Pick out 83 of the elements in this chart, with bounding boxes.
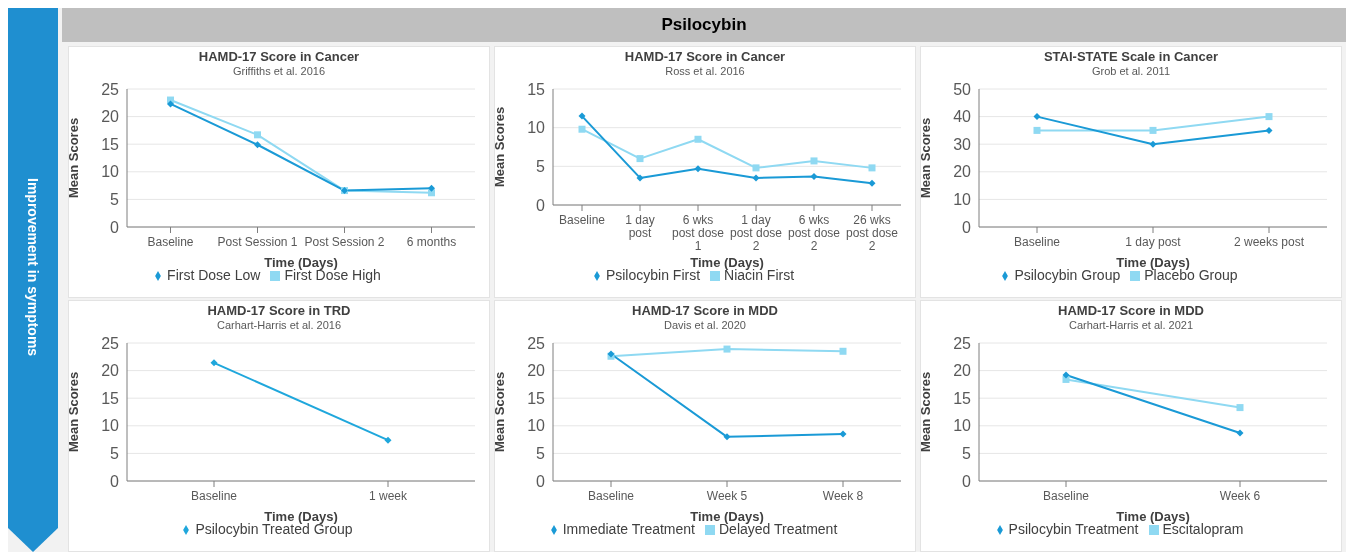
y-tick-label: 0 (536, 196, 546, 214)
x-tick-label: Baseline (587, 488, 635, 503)
x-tick-label: Week 5 (706, 488, 748, 503)
x-tick-label: Week 6 (1219, 488, 1261, 503)
x-tick-label: Post Session 1 (217, 234, 298, 249)
y-tick-label: 20 (953, 163, 972, 181)
legend-label: Psilocybin Group (1014, 267, 1121, 283)
y-tick-label: 15 (953, 389, 972, 407)
chart-title: HAMD-17 Score in MDD (631, 303, 779, 318)
y-tick-label: 0 (962, 218, 972, 236)
y-tick-label: 15 (101, 135, 120, 153)
chart-subtitle: Ross et al. 2016 (664, 65, 746, 77)
y-tick-label: 0 (536, 472, 546, 490)
y-tick-label: 10 (101, 417, 120, 435)
y-tick-label: 30 (953, 135, 972, 153)
y-axis-title: Mean Scores (65, 117, 81, 199)
chart-title: HAMD-17 Score in Cancer (623, 49, 787, 64)
y-axis-title: Mean Scores (917, 117, 933, 199)
y-axis-title: Mean Scores (65, 371, 81, 453)
y-tick-label: 20 (101, 362, 120, 380)
y-tick-label: 5 (962, 445, 972, 463)
chart-subtitle: Carhart-Harris et al. 2016 (215, 319, 343, 331)
legend-label: First Dose Low (167, 267, 261, 283)
y-tick-label: 5 (110, 191, 120, 209)
y-tick-label: 10 (527, 119, 546, 137)
chart-title: HAMD-17 Score in TRD (206, 303, 352, 318)
y-tick-label: 10 (101, 163, 120, 181)
x-tick-label: Baseline (190, 488, 238, 503)
x-tick-label: 6 wks post dose 2 (787, 212, 841, 253)
y-tick-label: 10 (953, 191, 972, 209)
x-axis-title: Time (Days) (690, 509, 764, 524)
y-tick-label: 0 (962, 472, 972, 490)
x-tick-label: Post Session 2 (304, 234, 385, 249)
x-axis-title: Time (Days) (1116, 255, 1190, 270)
x-tick-label: Baseline (558, 212, 606, 227)
x-tick-label: Week 8 (822, 488, 864, 503)
y-tick-label: 25 (527, 334, 546, 352)
x-axis-title: Time (Days) (690, 255, 764, 270)
y-tick-label: 25 (101, 334, 120, 352)
x-tick-label: 1 week (368, 488, 409, 503)
y-tick-label: 0 (110, 218, 120, 236)
chart-subtitle: Davis et al. 2020 (663, 319, 747, 331)
y-tick-label: 5 (110, 445, 120, 463)
y-tick-label: 40 (953, 108, 972, 126)
y-axis-title: Mean Scores (491, 371, 507, 453)
chart-title: HAMD-17 Score in Cancer (197, 49, 361, 64)
y-tick-label: 5 (536, 445, 546, 463)
y-tick-label: 15 (101, 389, 120, 407)
x-axis-title: Time (Days) (1116, 509, 1190, 524)
x-tick-label: Baseline (1042, 488, 1090, 503)
y-tick-label: 20 (101, 108, 120, 126)
y-tick-label: 10 (953, 417, 972, 435)
x-tick-label: Baseline (1013, 234, 1061, 249)
chart-subtitle: Grob et al. 2011 (1090, 65, 1172, 77)
legend-label: Psilocybin First (605, 267, 701, 283)
y-tick-label: 10 (527, 417, 546, 435)
x-tick-label: 2 weeks post (1233, 234, 1305, 249)
x-tick-label: 1 day post (625, 212, 655, 240)
y-tick-label: 25 (953, 334, 972, 352)
text: Psilocybin (62, 8, 1346, 42)
y-tick-label: 20 (527, 362, 546, 380)
legend-label: Psilocybin Treatment (1008, 521, 1139, 537)
y-tick-label: 15 (527, 389, 546, 407)
x-tick-label: 1 day post (1125, 234, 1182, 249)
x-tick-label: Baseline (147, 234, 194, 249)
y-tick-label: 5 (536, 158, 546, 176)
x-tick-label: 1 day post dose 2 (729, 212, 783, 253)
y-tick-label: 0 (110, 472, 120, 490)
chart-subtitle: Carhart-Harris et al. 2021 (1067, 319, 1195, 331)
x-tick-label: 6 wks post dose 1 (671, 212, 725, 253)
x-tick-label: 6 months (406, 234, 457, 249)
text: Improvement in symptoms (25, 178, 41, 357)
chart-title: HAMD-17 Score in MDD (1057, 303, 1205, 318)
y-axis-title: Mean Scores (491, 106, 507, 188)
y-tick-label: 25 (101, 80, 120, 98)
y-tick-label: 50 (953, 80, 972, 98)
y-axis-title: Mean Scores (917, 371, 933, 453)
y-tick-label: 20 (953, 362, 972, 380)
y-tick-label: 15 (527, 80, 546, 98)
chart-title: STAI-STATE Scale in Cancer (1042, 49, 1220, 64)
chart-subtitle: Griffiths et al. 2016 (231, 65, 327, 77)
legend-label: Immediate Treatment (562, 521, 695, 537)
x-tick-label: 26 wks post dose 2 (845, 212, 899, 253)
